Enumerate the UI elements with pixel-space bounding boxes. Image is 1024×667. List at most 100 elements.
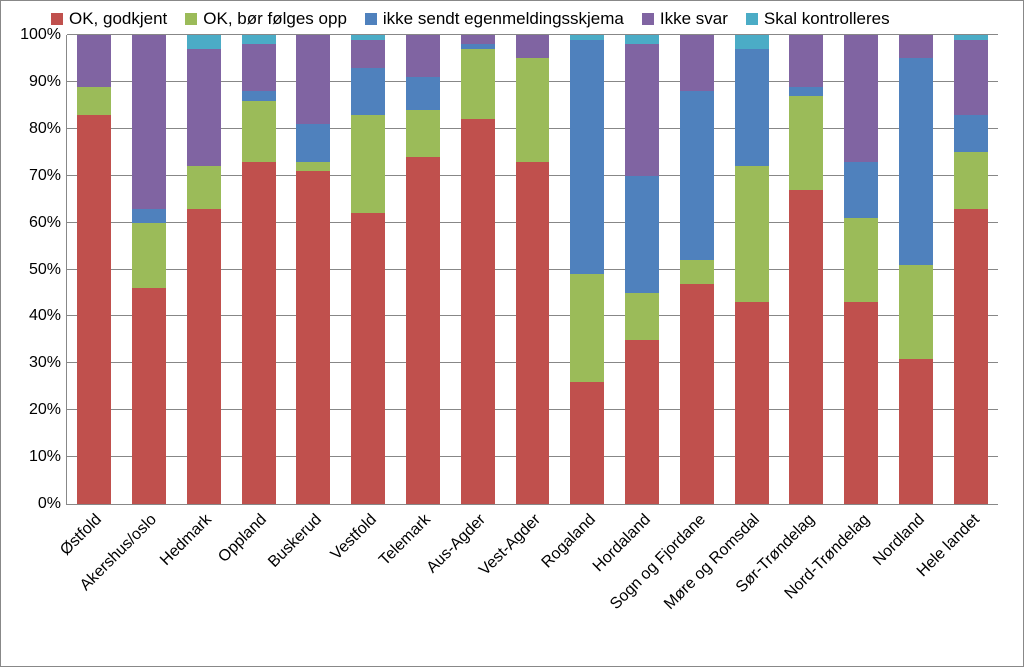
- legend-label: Skal kontrolleres: [764, 9, 890, 29]
- bar-segment: [516, 162, 550, 504]
- stacked-bar: [187, 35, 221, 504]
- bar-segment: [954, 115, 988, 153]
- bar-slot: [779, 35, 834, 504]
- x-label-slot: Hele landet: [943, 505, 998, 635]
- bar-slot: [505, 35, 560, 504]
- stacked-bar: [789, 35, 823, 504]
- stacked-bar: [296, 35, 330, 504]
- x-label-slot: Nord-Trøndelag: [834, 505, 889, 635]
- legend-swatch: [746, 13, 758, 25]
- legend-label: OK, godkjent: [69, 9, 167, 29]
- y-tick-label: 50%: [29, 261, 67, 279]
- bar-slot: [67, 35, 122, 504]
- bar-segment: [296, 124, 330, 162]
- bar-slot: [834, 35, 889, 504]
- bar-segment: [296, 35, 330, 124]
- legend: OK, godkjent OK, bør følges opp ikke sen…: [51, 9, 1013, 29]
- x-label-slot: Vestfold: [340, 505, 395, 635]
- bar-segment: [351, 213, 385, 504]
- bar-segment: [461, 119, 495, 504]
- stacked-bar: [680, 35, 714, 504]
- bar-slot: [341, 35, 396, 504]
- x-axis-label: Østfold: [58, 511, 107, 560]
- bar-segment: [406, 157, 440, 504]
- bar-slot: [669, 35, 724, 504]
- bar-segment: [899, 265, 933, 359]
- bar-segment: [77, 87, 111, 115]
- bar-segment: [461, 49, 495, 119]
- stacked-bar: [351, 35, 385, 504]
- bar-segment: [789, 96, 823, 190]
- bars-container: [67, 35, 998, 504]
- bar-segment: [625, 35, 659, 44]
- bar-segment: [625, 44, 659, 175]
- bar-segment: [351, 68, 385, 115]
- bar-segment: [242, 35, 276, 44]
- bar-slot: [286, 35, 341, 504]
- bar-segment: [77, 115, 111, 504]
- bar-segment: [735, 302, 769, 504]
- stacked-bar: [406, 35, 440, 504]
- legend-swatch: [185, 13, 197, 25]
- y-tick-label: 40%: [29, 307, 67, 325]
- bar-segment: [844, 162, 878, 218]
- bar-slot: [615, 35, 670, 504]
- bar-segment: [899, 359, 933, 504]
- bar-segment: [242, 162, 276, 504]
- bar-segment: [351, 115, 385, 213]
- bar-segment: [187, 166, 221, 208]
- bar-segment: [296, 171, 330, 504]
- bar-segment: [132, 35, 166, 209]
- bar-segment: [132, 223, 166, 289]
- stacked-bar: [899, 35, 933, 504]
- bar-segment: [132, 288, 166, 504]
- bar-segment: [516, 58, 550, 161]
- bar-segment: [680, 284, 714, 504]
- stacked-bar: [77, 35, 111, 504]
- bar-slot: [560, 35, 615, 504]
- bar-slot: [177, 35, 232, 504]
- chart-container: OK, godkjent OK, bør følges opp ikke sen…: [0, 0, 1024, 667]
- bar-segment: [351, 40, 385, 68]
- bar-slot: [450, 35, 505, 504]
- x-axis-labels: ØstfoldAkershus/osloHedmarkOpplandBusker…: [66, 505, 998, 635]
- bar-segment: [406, 77, 440, 110]
- bar-segment: [954, 40, 988, 115]
- y-tick-label: 30%: [29, 354, 67, 372]
- x-label-slot: Hedmark: [176, 505, 231, 635]
- bar-slot: [943, 35, 998, 504]
- bar-segment: [406, 35, 440, 77]
- x-label-slot: Buskerud: [285, 505, 340, 635]
- bar-segment: [735, 166, 769, 302]
- bar-segment: [187, 49, 221, 166]
- stacked-bar: [570, 35, 604, 504]
- y-tick-label: 60%: [29, 214, 67, 232]
- legend-item: Ikke svar: [642, 9, 728, 29]
- plot-area: 0%10%20%30%40%50%60%70%80%90%100%: [66, 35, 998, 505]
- legend-label: ikke sendt egenmeldingsskjema: [383, 9, 624, 29]
- stacked-bar: [132, 35, 166, 504]
- legend-item: Skal kontrolleres: [746, 9, 890, 29]
- stacked-bar: [461, 35, 495, 504]
- stacked-bar: [735, 35, 769, 504]
- y-tick-label: 20%: [29, 401, 67, 419]
- bar-segment: [461, 35, 495, 44]
- bar-segment: [296, 162, 330, 171]
- y-tick-label: 100%: [20, 26, 67, 44]
- bar-slot: [231, 35, 286, 504]
- bar-segment: [680, 35, 714, 91]
- legend-label: Ikke svar: [660, 9, 728, 29]
- bar-segment: [625, 340, 659, 504]
- bar-segment: [625, 293, 659, 340]
- legend-item: OK, bør følges opp: [185, 9, 347, 29]
- bar-segment: [735, 49, 769, 166]
- legend-label: OK, bør følges opp: [203, 9, 347, 29]
- bar-segment: [789, 190, 823, 504]
- bar-segment: [844, 302, 878, 504]
- y-tick-label: 10%: [29, 448, 67, 466]
- bar-slot: [396, 35, 451, 504]
- bar-segment: [187, 35, 221, 49]
- bar-segment: [625, 176, 659, 293]
- bar-segment: [570, 382, 604, 504]
- stacked-bar: [516, 35, 550, 504]
